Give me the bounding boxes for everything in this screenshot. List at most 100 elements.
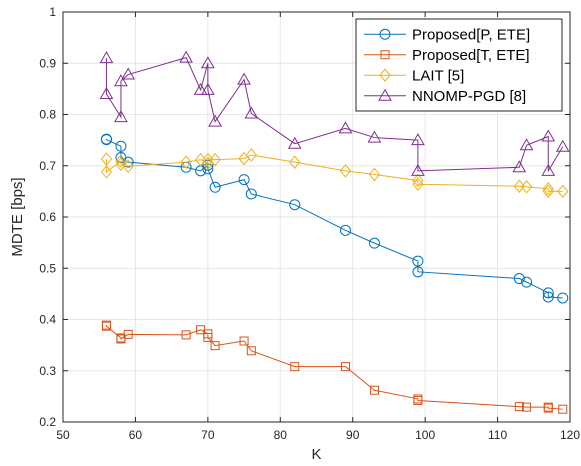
data-point (412, 255, 424, 267)
y-tick-label: 0.8 (39, 108, 56, 122)
legend-swatch-marker (379, 68, 391, 83)
data-point (289, 155, 301, 169)
data-point (413, 395, 423, 405)
series-layer (99, 50, 570, 414)
data-point (512, 160, 527, 173)
legend-entry: Proposed[T, ETE] (364, 47, 530, 64)
data-point (115, 140, 127, 152)
legend-label: NNOMP-PGD [8] (412, 88, 526, 105)
data-point (514, 402, 524, 412)
y-tick-label: 0.3 (39, 364, 56, 378)
data-point (287, 136, 302, 149)
data-point (555, 139, 570, 152)
data-point (412, 173, 424, 188)
data-point (542, 287, 554, 299)
legend-swatch-marker (380, 50, 390, 60)
data-point (209, 152, 221, 167)
data-point (541, 163, 556, 176)
data-point (522, 402, 532, 412)
data-point (542, 182, 554, 196)
x-tick-label: 60 (129, 428, 143, 442)
data-point (367, 130, 382, 143)
data-point (411, 163, 425, 176)
axis-ticks: 50 60 70 80 90 100 110 120 0.2 0.3 0.4 0.5 0.6 0.7 0.8… (39, 5, 580, 442)
y-tick-label: 0.2 (39, 415, 56, 429)
y-tick-label: 0.9 (39, 56, 56, 70)
data-point (121, 67, 136, 80)
legend-entry: Proposed[P, ETE] (364, 26, 530, 43)
data-point (513, 273, 525, 284)
series-4 (99, 50, 570, 176)
data-point (368, 167, 381, 182)
x-tick-label: 70 (201, 428, 215, 442)
data-point (340, 362, 350, 372)
legend-swatch-marker (378, 88, 392, 101)
legend-entry: NNOMP-PGD [8] (364, 88, 526, 105)
data-point (237, 72, 251, 85)
x-tick-label: 80 (274, 428, 288, 442)
data-point (114, 110, 128, 123)
data-point (245, 148, 257, 162)
legend-label: LAIT [5] (412, 67, 464, 84)
series-2 (101, 320, 568, 414)
data-point (179, 50, 193, 63)
data-point (338, 121, 353, 134)
data-point (244, 106, 259, 119)
y-tick-label: 0.4 (39, 313, 56, 327)
data-point (208, 114, 222, 127)
data-point (210, 341, 220, 351)
data-point (542, 184, 554, 199)
data-point (289, 199, 301, 211)
data-point (180, 155, 192, 169)
data-point (520, 179, 533, 194)
data-point (100, 152, 113, 166)
data-point (557, 184, 569, 199)
y-axis-title: MDTE [bps] (9, 177, 26, 256)
legend-label: Proposed[T, ETE] (412, 47, 530, 64)
y-tick-label: 1 (49, 5, 56, 19)
series-3 (100, 148, 569, 199)
data-point (369, 385, 379, 395)
data-point (115, 154, 127, 168)
x-tick-label: 50 (56, 428, 70, 442)
data-point (519, 138, 534, 151)
legend-entry: LAIT [5] (364, 67, 464, 84)
data-point (412, 266, 424, 278)
data-point (100, 134, 112, 146)
data-point (101, 321, 111, 331)
data-point (513, 179, 525, 194)
x-tick-label: 110 (488, 428, 507, 442)
y-tick-label: 0.5 (39, 261, 56, 275)
data-point (245, 188, 257, 200)
legend-label: Proposed[P, ETE] (412, 26, 530, 43)
data-point (200, 56, 215, 69)
data-point (558, 404, 568, 414)
data-point (202, 163, 214, 175)
y-tick-label: 0.7 (39, 159, 56, 173)
data-point (115, 157, 127, 171)
data-point (368, 237, 380, 249)
data-point (238, 174, 250, 186)
series-line (105, 57, 564, 173)
y-tick-label: 0.6 (39, 210, 56, 224)
data-point (339, 224, 351, 236)
data-point (203, 332, 213, 342)
data-point (99, 51, 114, 64)
data-point (339, 164, 352, 178)
data-point (193, 82, 208, 95)
data-point (114, 74, 128, 87)
data-point (543, 403, 553, 413)
data-point (209, 181, 221, 193)
legend-swatch-marker (379, 28, 391, 40)
data-point (521, 276, 533, 288)
data-point (246, 346, 256, 356)
data-point (122, 156, 134, 168)
x-tick-label: 90 (346, 428, 360, 442)
data-point (542, 291, 554, 303)
data-point (557, 292, 569, 304)
data-point (411, 133, 425, 146)
x-tick-label: 100 (415, 428, 435, 442)
data-point (200, 82, 215, 95)
legend: Proposed[P, ETE] Proposed[T, ETE] LAIT [5]… (355, 18, 563, 112)
